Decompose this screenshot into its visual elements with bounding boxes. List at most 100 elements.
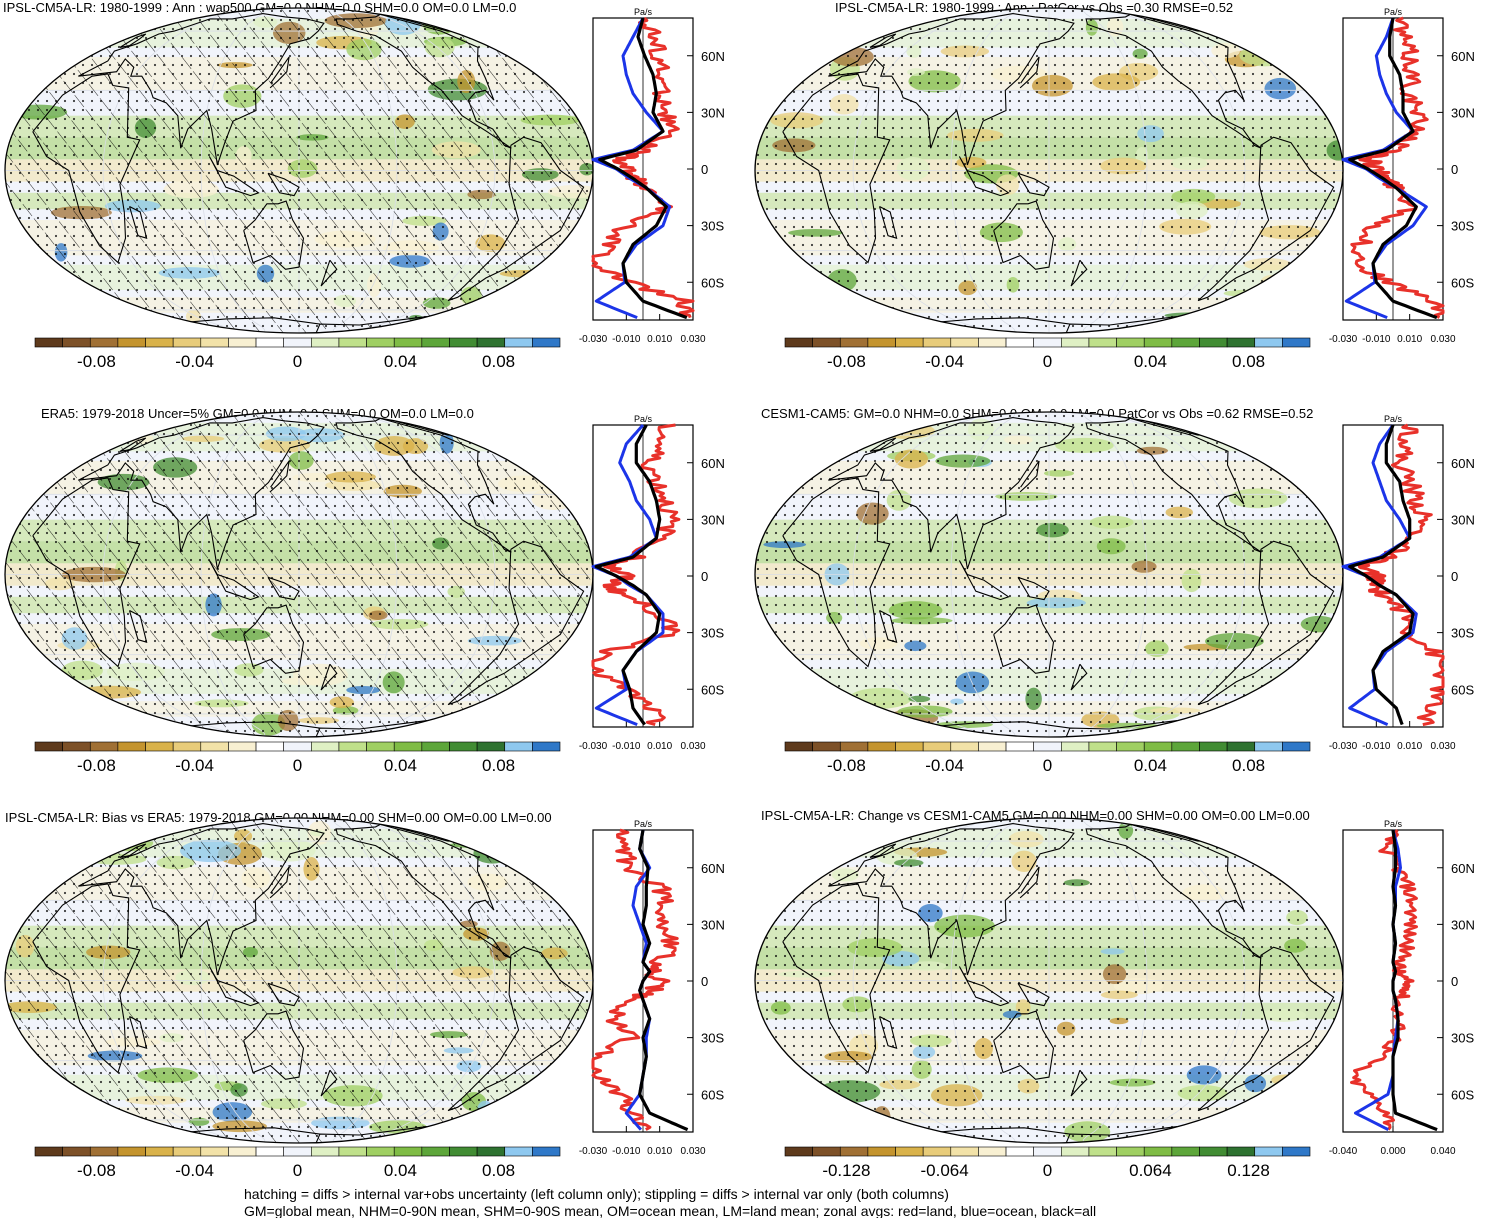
y-tick-label: 60N — [701, 49, 725, 64]
colorbar-cell — [1199, 741, 1228, 752]
x-tick-label: -0.030 — [1329, 741, 1358, 752]
coastline-indonesia — [958, 560, 1010, 601]
zonal-line-all — [594, 424, 662, 726]
x-tick-label: 0.010 — [1397, 741, 1422, 752]
colorbar-cell — [1143, 337, 1173, 348]
x-tick-label: -0.010 — [1362, 334, 1391, 345]
colorbar-cell — [89, 741, 119, 752]
coastline-japan — [1019, 866, 1040, 899]
colorbar-tick-label: 0.08 — [482, 1161, 515, 1180]
x-tick-label: -0.010 — [612, 741, 641, 752]
y-tick-label: 60N — [701, 861, 725, 876]
colorbar-cell — [1143, 1146, 1173, 1157]
coastline-africa — [32, 883, 141, 1074]
colorbar-cell — [1254, 1146, 1283, 1157]
stippling-layer — [755, 412, 1343, 737]
colorbar-tick-label: 0.04 — [384, 756, 417, 775]
colorbar-cell — [338, 337, 367, 348]
units-label: Pa/s — [1384, 414, 1403, 424]
y-tick-label: 30S — [1451, 1031, 1474, 1046]
colorbar: -0.08 -0.04 0 0.04 0.08 — [34, 741, 561, 775]
zonal-line-land — [591, 423, 681, 727]
colorbar-cell — [839, 741, 869, 752]
x-tick-label: 0.030 — [680, 741, 705, 752]
colorbar-tick-label: -0.08 — [827, 352, 866, 371]
colorbar-cell — [950, 741, 979, 752]
panel-title: IPSL-CM5A-LR: 1980-1999 : Ann : wap500 G… — [3, 0, 516, 15]
coastline-nz — [320, 663, 338, 691]
coastline-namerica — [1085, 417, 1262, 553]
x-tick-label: 0.010 — [1397, 334, 1422, 345]
coastline-samerica — [447, 540, 585, 706]
colorbar-tick-label: 0 — [1043, 756, 1052, 775]
panel-title: IPSL-CM5A-LR: 1980-1999 : Ann : PatCor v… — [835, 0, 1233, 15]
x-tick-label: -0.010 — [612, 334, 641, 345]
coastline-samerica — [1197, 946, 1335, 1112]
x-tick-label: -0.030 — [1329, 334, 1358, 345]
y-tick-label: 30S — [1451, 219, 1474, 234]
colorbar-tick-label: -0.04 — [175, 1161, 214, 1180]
colorbar: -0.08 -0.04 0 0.04 0.08 — [784, 337, 1311, 371]
footnote-line-2: GM=global mean, NHM=0-90N mean, SHM=0-90… — [244, 1203, 1096, 1218]
colorbar-cell — [228, 741, 257, 752]
y-tick-label: 60N — [1451, 456, 1475, 471]
zonal-average-plot: Pa/s 60N 30N 0 30S 60S -0.030 -0.010 0.010 0.030 — [579, 7, 725, 345]
coastline-newguinea — [1017, 576, 1050, 601]
stippling-layer — [755, 8, 1343, 333]
colorbar-cell — [950, 337, 979, 348]
coastline-madagascar — [878, 1016, 898, 1049]
y-tick-label: 0 — [701, 162, 708, 177]
colorbar-cell — [1033, 337, 1062, 348]
colorbar-cell — [812, 1146, 841, 1157]
colorbar-cell — [476, 1146, 506, 1157]
colorbar-cell — [1033, 741, 1062, 752]
units-label: Pa/s — [634, 819, 653, 829]
coastline-japan — [1019, 56, 1040, 89]
colorbar-cell — [34, 1146, 63, 1157]
zonal-line-all — [598, 17, 688, 320]
x-tick-label: 0.000 — [1380, 1146, 1405, 1157]
colorbar-cell — [366, 1146, 395, 1157]
coastline-australia — [993, 200, 1055, 270]
colorbar-cell — [504, 337, 533, 348]
colorbar-tick-label: -0.08 — [77, 1161, 116, 1180]
colorbar-cell — [145, 337, 174, 348]
colorbar-cell — [532, 337, 561, 348]
zonal-line-all — [1348, 17, 1438, 320]
colorbar-cell — [784, 1146, 813, 1157]
x-tick-label: -0.030 — [579, 741, 608, 752]
x-tick-label: -0.010 — [612, 1146, 641, 1157]
colorbar-cell — [62, 337, 91, 348]
colorbar-cell — [895, 337, 924, 348]
y-tick-label: 30S — [1451, 626, 1474, 641]
colorbar-cell — [1199, 337, 1228, 348]
colorbar-cell — [172, 337, 202, 348]
panel-1: IPSL-CM5A-LR: 1980-1999 : Ann : wap500 G… — [3, 0, 725, 371]
colorbar-cell — [867, 741, 896, 752]
colorbar-cell — [89, 1146, 119, 1157]
colorbar-cell — [1088, 741, 1117, 752]
x-tick-label: 0.030 — [680, 1146, 705, 1157]
x-tick-label: 0.030 — [1430, 334, 1455, 345]
coastline-australia — [993, 604, 1055, 674]
colorbar-cell — [1116, 337, 1145, 348]
colorbar-cell — [62, 741, 91, 752]
coastline-madagascar — [128, 610, 148, 643]
coastline-africa — [32, 477, 141, 668]
coastline-japan — [269, 866, 290, 899]
coastline-eurasia — [78, 823, 325, 976]
coastline-uk — [869, 33, 897, 48]
colorbar-tick-label: -0.08 — [77, 756, 116, 775]
colorbar-cell — [476, 741, 506, 752]
coastline-australia — [243, 200, 305, 270]
coastline-eurasia — [828, 417, 1075, 570]
coastline-indonesia — [208, 966, 260, 1007]
coastline-newguinea — [267, 982, 300, 1007]
coastline-africa — [782, 477, 891, 668]
y-tick-label: 0 — [1451, 162, 1458, 177]
colorbar-cell — [255, 337, 284, 348]
colorbar: -0.128 -0.064 0 0.064 0.128 — [784, 1146, 1311, 1180]
zonal-line-land — [591, 16, 695, 319]
colorbar-tick-label: 0 — [293, 756, 302, 775]
colorbar-cell — [283, 337, 312, 348]
